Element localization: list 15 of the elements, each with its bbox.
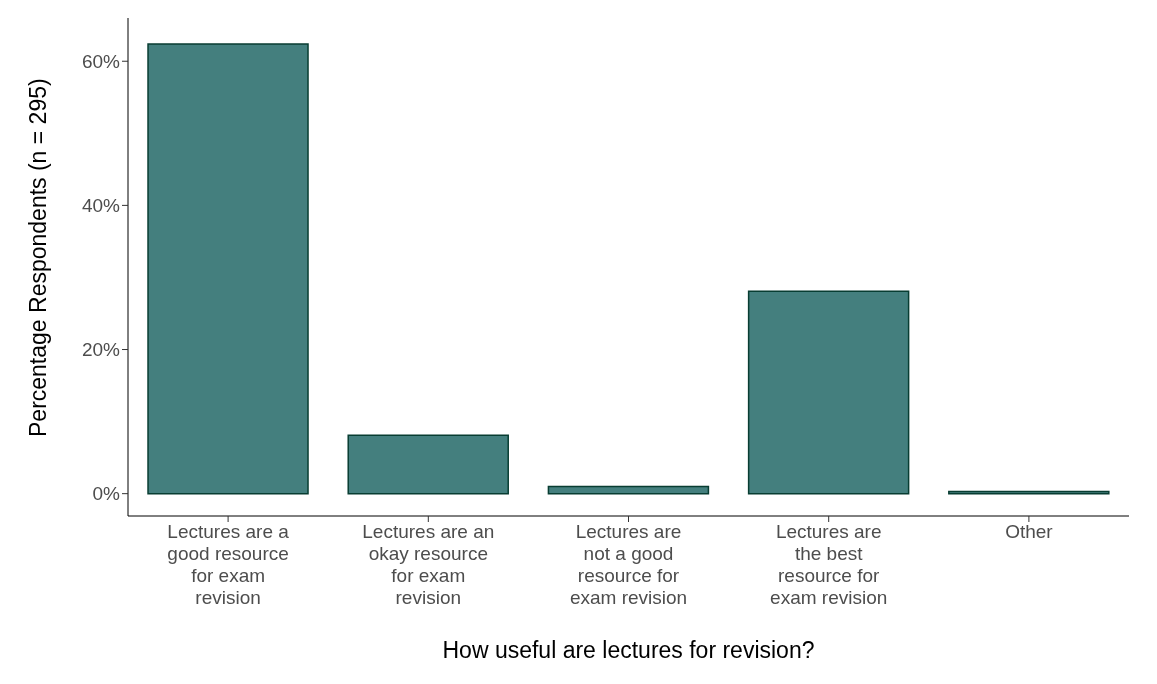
x-tick-label: Lectures are a good resource for exam revision [167, 521, 290, 608]
bar [347, 434, 509, 495]
y-tick-label: 20% [81, 339, 121, 361]
x-tick-label: Lectures are the best resource for exam revision [770, 521, 888, 608]
bar [747, 290, 910, 495]
y-axis-title: Percentage Respondents (n = 295) [25, 78, 52, 437]
x-axis-title: How useful are lectures for revision? [442, 637, 815, 663]
x-tick-label: Lectures are an okay resource for exam revision [362, 521, 495, 608]
x-tick-label: Other [1005, 521, 1054, 542]
y-tick-label: 60% [81, 50, 121, 72]
y-tick-label: 0% [92, 483, 121, 505]
x-tick-label: Lectures are not a good resource for exam revision [569, 521, 688, 608]
bar [547, 485, 710, 495]
y-tick-label: 40% [81, 195, 121, 217]
bar [147, 43, 309, 495]
